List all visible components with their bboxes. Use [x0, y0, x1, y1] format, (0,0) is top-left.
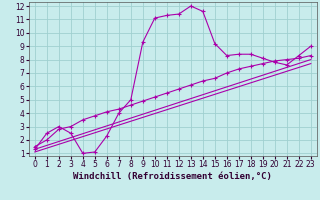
X-axis label: Windchill (Refroidissement éolien,°C): Windchill (Refroidissement éolien,°C) [73, 172, 272, 181]
